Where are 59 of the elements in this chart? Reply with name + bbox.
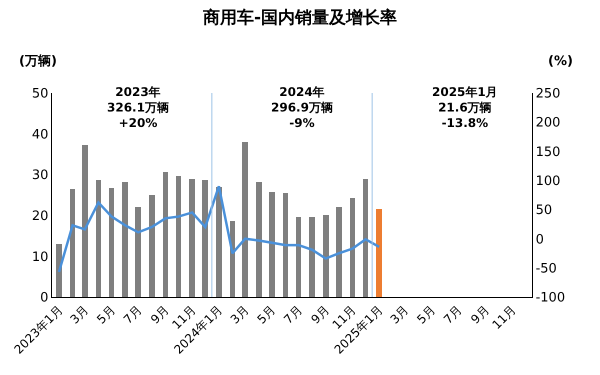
y-tick-label: 50 bbox=[32, 86, 48, 102]
bar bbox=[296, 217, 301, 297]
bar bbox=[350, 198, 355, 297]
x-tick-label: 7月 bbox=[440, 302, 465, 327]
bar bbox=[336, 207, 342, 297]
y-tick-label: 0 bbox=[40, 290, 48, 306]
x-tick-label: 11月 bbox=[489, 302, 519, 332]
bar bbox=[163, 172, 168, 297]
y2-axis-title: (%) bbox=[548, 54, 573, 69]
bar bbox=[323, 215, 329, 297]
y2-tick-label: 250 bbox=[536, 86, 560, 102]
bar bbox=[149, 195, 155, 297]
bar bbox=[176, 176, 181, 297]
bar bbox=[256, 182, 262, 297]
x-tick-label: 7月 bbox=[281, 302, 305, 327]
bar bbox=[82, 145, 88, 297]
y-tick-label: 30 bbox=[32, 168, 48, 184]
y2-tick-label: 100 bbox=[536, 174, 560, 189]
bar bbox=[230, 221, 235, 297]
bar bbox=[376, 209, 382, 297]
y-tick-label: 40 bbox=[32, 127, 48, 142]
y2-tick-label: 150 bbox=[536, 144, 560, 160]
bar bbox=[216, 187, 222, 297]
bar bbox=[109, 188, 114, 297]
y-tick-label: 10 bbox=[32, 250, 48, 265]
annotation: 2025年1月 21.6万辆 -13.8% bbox=[432, 85, 498, 130]
bar bbox=[135, 207, 141, 297]
bar bbox=[189, 179, 195, 297]
bar bbox=[70, 189, 75, 297]
bar bbox=[242, 142, 248, 297]
x-tick-label: 3月 bbox=[67, 302, 92, 327]
bar bbox=[309, 217, 315, 297]
bar bbox=[363, 179, 368, 297]
annotation: 2024年 296.9万辆 -9% bbox=[271, 85, 333, 130]
y2-tick-label: 50 bbox=[536, 203, 552, 218]
x-tick-label: 9月 bbox=[308, 302, 332, 327]
x-tick-label: 9月 bbox=[148, 302, 172, 327]
x-tick-label: 5月 bbox=[94, 302, 118, 327]
line-series bbox=[58, 185, 380, 274]
x-tick-label: 5月 bbox=[254, 302, 278, 327]
bar bbox=[96, 180, 101, 297]
x-tick-label: 9月 bbox=[468, 302, 492, 327]
annotation: 2023年 326.1万辆 +20% bbox=[107, 85, 169, 130]
x-tick-label: 7月 bbox=[120, 302, 145, 327]
y-axis-title: (万辆) bbox=[19, 54, 57, 69]
x-tick-label: 3月 bbox=[388, 302, 412, 327]
bar bbox=[283, 193, 288, 297]
chart-title: 商用车-国内销量及增长率 bbox=[202, 8, 398, 28]
x-tick-label: 3月 bbox=[228, 302, 252, 327]
bar bbox=[56, 244, 62, 297]
y2-tick-label: -50 bbox=[536, 261, 557, 276]
x-tick-label: 5月 bbox=[414, 302, 438, 327]
y2-tick-label: -100 bbox=[536, 290, 566, 306]
y2-tick-label: 0 bbox=[536, 232, 544, 248]
bar bbox=[122, 182, 128, 297]
y-tick-label: 20 bbox=[32, 208, 48, 224]
bar bbox=[269, 192, 275, 297]
bar bbox=[202, 180, 208, 297]
y2-tick-label: 200 bbox=[536, 116, 560, 131]
